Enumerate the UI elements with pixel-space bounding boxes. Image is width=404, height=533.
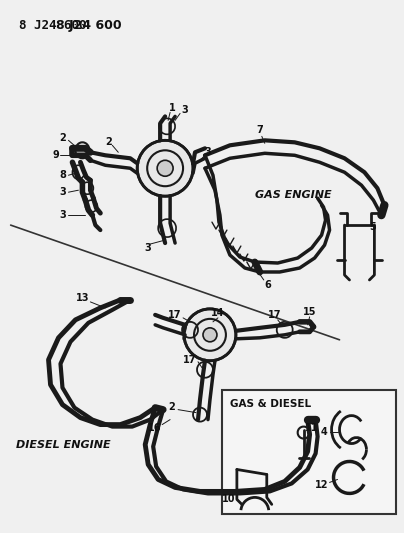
Text: 3: 3 [204, 147, 211, 157]
Text: 11: 11 [305, 423, 318, 433]
Text: 3: 3 [59, 187, 66, 197]
Text: 2: 2 [59, 133, 66, 143]
Text: 14: 14 [211, 308, 225, 318]
Text: DIESEL ENGINE: DIESEL ENGINE [16, 440, 110, 449]
Circle shape [137, 140, 193, 196]
Text: 3: 3 [145, 243, 152, 253]
Text: 1: 1 [169, 103, 175, 114]
Text: 6: 6 [264, 280, 271, 290]
Text: 9: 9 [52, 150, 59, 160]
Text: 17: 17 [168, 310, 182, 320]
Text: 16: 16 [148, 423, 162, 433]
Text: 8 J24 600: 8 J24 600 [55, 19, 121, 31]
Text: 8 J24 600: 8 J24 600 [19, 19, 86, 31]
Text: 12: 12 [315, 480, 328, 490]
Text: 15: 15 [303, 307, 316, 317]
Text: 10: 10 [222, 495, 236, 504]
Bar [222, 390, 396, 514]
Text: 13: 13 [76, 293, 89, 303]
Text: 8: 8 [59, 170, 66, 180]
Text: 17: 17 [268, 310, 282, 320]
Text: 5: 5 [369, 222, 376, 232]
Text: 17: 17 [183, 355, 197, 365]
Text: 4: 4 [320, 426, 327, 437]
Circle shape [203, 328, 217, 342]
Text: 2: 2 [169, 402, 175, 411]
Text: 2: 2 [105, 138, 112, 147]
Text: GAS & DIESEL: GAS & DIESEL [230, 399, 311, 409]
Circle shape [157, 160, 173, 176]
Text: GAS ENGINE: GAS ENGINE [255, 190, 331, 200]
Text: 3: 3 [182, 106, 188, 116]
Circle shape [184, 309, 236, 361]
Text: 3: 3 [59, 210, 66, 220]
Text: 7: 7 [257, 125, 263, 135]
